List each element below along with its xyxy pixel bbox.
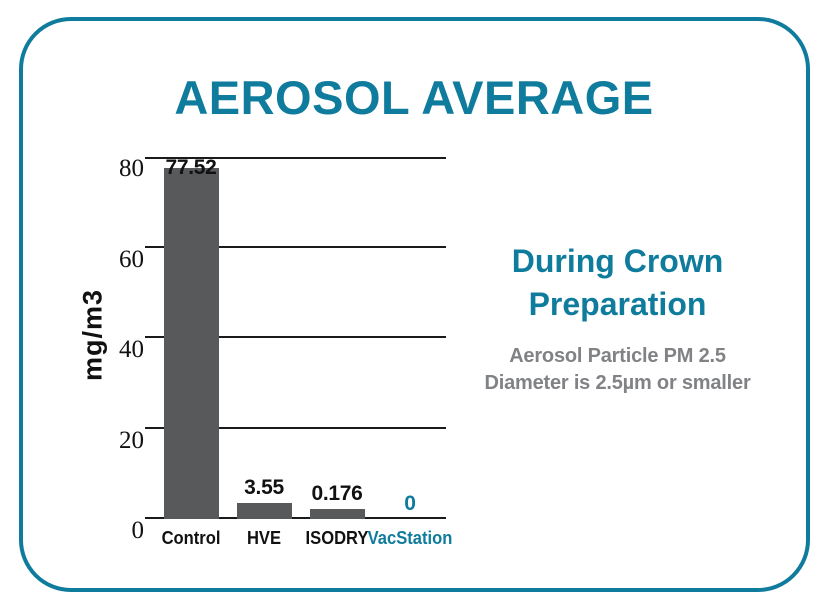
y-tick-label-60: 60 (119, 245, 144, 273)
chart-title: AEROSOL AVERAGE (174, 71, 654, 124)
value-label-control: 77.52 (165, 156, 217, 179)
annotation-block: During Crown Preparation Aerosol Particl… (455, 240, 780, 397)
annotation-subtext-line-1: Aerosol Particle PM 2.5 (509, 345, 726, 367)
plot-area: 80 60 40 20 0 77.52 Control 3.55 HVE 0.176 ISODRY 0… (119, 156, 452, 548)
annotation-heading: During Crown Preparation (455, 240, 780, 326)
annotation-heading-line-2: Preparation (528, 286, 707, 322)
y-tick-label-20: 20 (119, 426, 144, 454)
annotation-subtext: Aerosol Particle PM 2.5 Diameter is 2.5µ… (455, 343, 780, 397)
category-label-vacstation: VacStation (367, 528, 453, 548)
gridline-60 (145, 245, 446, 248)
value-label-isodry: 0.176 (311, 482, 363, 505)
bar-isodry (309, 509, 365, 519)
card-border (19, 17, 810, 592)
value-label-vacstation: 0 (404, 492, 416, 515)
gridline-80 (145, 157, 446, 159)
y-tick-label-40: 40 (119, 336, 144, 363)
annotation-subtext-line-2: Diameter is 2.5µm or smaller (484, 372, 751, 394)
value-label-hve: 3.55 (244, 475, 284, 499)
gridline-0 (145, 517, 446, 519)
gridline-40 (145, 336, 446, 338)
y-tick-label-80: 80 (119, 155, 144, 182)
annotation-heading-line-1: During Crown (511, 243, 724, 279)
category-label-hve: HVE (246, 528, 282, 548)
gridline-20 (145, 426, 446, 429)
y-axis-label: mg/m3 (77, 288, 108, 382)
y-tick-label-0: 0 (131, 517, 145, 544)
bar-hve (236, 502, 292, 519)
bar-control (163, 168, 219, 519)
category-label-control: Control (161, 528, 221, 548)
category-label-isodry: ISODRY (305, 528, 369, 548)
